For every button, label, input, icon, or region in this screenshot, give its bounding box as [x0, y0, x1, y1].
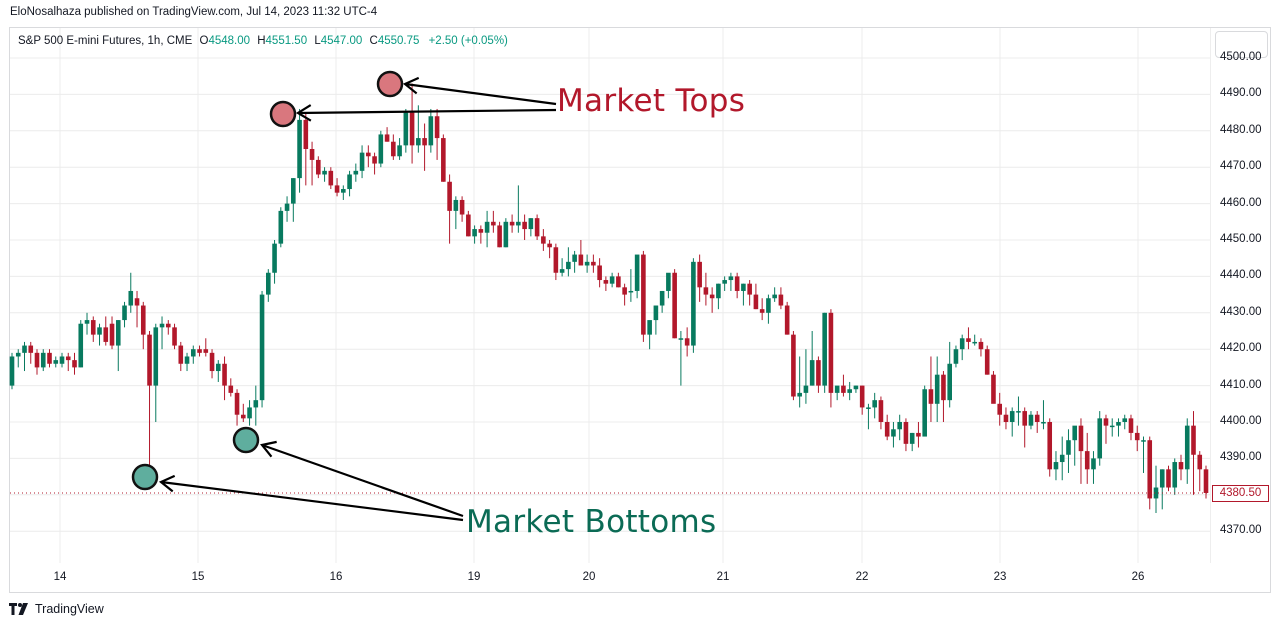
price-tick-label: 4480.00 [1220, 123, 1262, 136]
price-tick-label: 4420.00 [1220, 342, 1262, 355]
annotations [131, 70, 557, 522]
time-tick-label: 23 [993, 571, 1007, 583]
low-key: L [314, 35, 321, 47]
time-tick-label: 15 [191, 571, 205, 583]
price-axis[interactable] [1210, 28, 1271, 563]
price-tick-label: 4470.00 [1220, 160, 1262, 173]
price-tick-label: 4450.00 [1220, 233, 1262, 245]
tradingview-logo-icon [9, 603, 28, 615]
price-tick-label: 4500.00 [1220, 51, 1262, 63]
open-key: O [199, 35, 209, 47]
price-tick-label: 4430.00 [1220, 305, 1262, 318]
time-tick-label: 22 [855, 571, 869, 583]
chart-frame [9, 27, 1271, 593]
publish-line: EloNosalhaza published on TradingView.co… [10, 6, 378, 18]
low-value: 4547.00 [320, 35, 363, 47]
high-value: 4551.50 [265, 35, 308, 47]
time-tick-label: 14 [53, 571, 67, 583]
candles [9, 83, 1210, 513]
price-tick-label: 4410.00 [1220, 378, 1262, 391]
close-value: 4550.75 [377, 35, 420, 47]
high-key: H [257, 35, 266, 47]
time-tick-label: 16 [329, 571, 343, 583]
brand-label: TradingView [35, 602, 104, 616]
change-value: +2.50 (+0.05%) [428, 35, 508, 47]
time-tick-label: 19 [467, 571, 481, 583]
close-key: C [369, 35, 378, 47]
tradingview-brand[interactable]: TradingView [9, 602, 104, 616]
time-tick-label: 21 [716, 571, 730, 583]
price-tick-label: 4400.00 [1220, 415, 1262, 427]
price-tick-label: 4440.00 [1220, 269, 1262, 282]
price-tick-label: 4490.00 [1220, 87, 1262, 100]
chart-legend: S&P 500 E-mini Futures, 1h, CME O4548.00… [18, 35, 508, 47]
chart-settings-button[interactable] [1215, 31, 1268, 58]
price-tick-label: 4370.00 [1220, 524, 1262, 537]
market-bottoms-label: Market Bottoms [466, 504, 717, 540]
open-value: 4548.00 [208, 35, 251, 47]
market-tops-label: Market Tops [557, 83, 746, 119]
time-tick-label: 20 [582, 571, 596, 583]
price-tick-label: 4460.00 [1220, 196, 1262, 209]
symbol-title[interactable]: S&P 500 E-mini Futures, 1h, CME [18, 35, 193, 47]
price-tick-label: 4390.00 [1220, 451, 1262, 464]
last-price-tag: 4380.50 [1212, 485, 1269, 502]
time-tick-label: 26 [1131, 571, 1145, 583]
